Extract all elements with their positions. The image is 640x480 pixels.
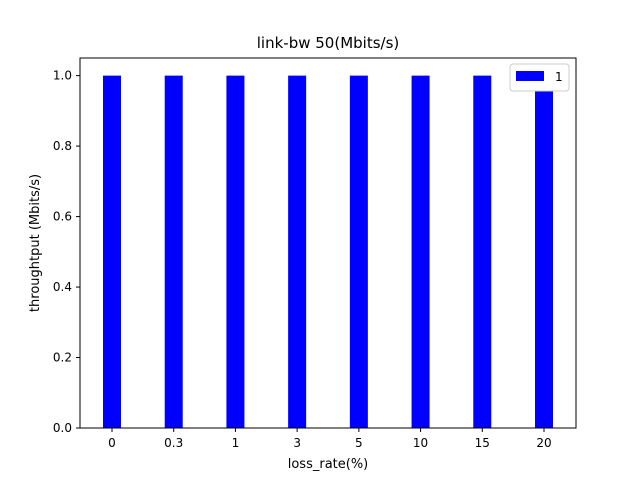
y-tick-label: 0.0 (53, 421, 72, 435)
bar-3 (288, 75, 307, 428)
legend-label: 1 (555, 70, 563, 84)
x-tick-label: 0 (108, 436, 116, 450)
y-tick-label: 1.0 (53, 69, 72, 83)
x-tick-label: 1 (232, 436, 240, 450)
bar-15 (473, 75, 492, 428)
x-tick-label: 5 (355, 436, 363, 450)
x-tick-label: 10 (413, 436, 428, 450)
y-tick-label: 0.2 (53, 351, 72, 365)
bar-1 (226, 75, 245, 428)
y-axis-label: throughtput (Mbits/s) (28, 174, 43, 312)
y-tick-label: 0.6 (53, 210, 72, 224)
x-tick-label: 0.3 (164, 436, 183, 450)
y-tick-label: 0.4 (53, 280, 72, 294)
y-axis-ticks: 0.0 0.2 0.4 0.6 0.8 1.0 (53, 69, 80, 435)
x-axis-label: loss_rate(%) (288, 457, 369, 472)
bar-10 (411, 75, 430, 428)
x-tick-label: 20 (536, 436, 551, 450)
bar-5 (349, 75, 368, 428)
legend: 1 (509, 63, 570, 92)
x-tick-label: 15 (475, 436, 490, 450)
plot-area-frame (79, 57, 577, 429)
legend-swatch (516, 71, 544, 81)
x-tick-label: 3 (293, 436, 301, 450)
x-axis-ticks: 0 0.3 1 3 5 10 15 20 (108, 428, 552, 450)
bar-0.3 (164, 75, 183, 428)
bar-0 (103, 75, 121, 428)
y-tick-label: 0.8 (53, 139, 72, 153)
bar-20 (535, 75, 553, 428)
chart-title: link-bw 50(Mbits/s) (257, 34, 400, 52)
bars-layer (103, 75, 553, 428)
